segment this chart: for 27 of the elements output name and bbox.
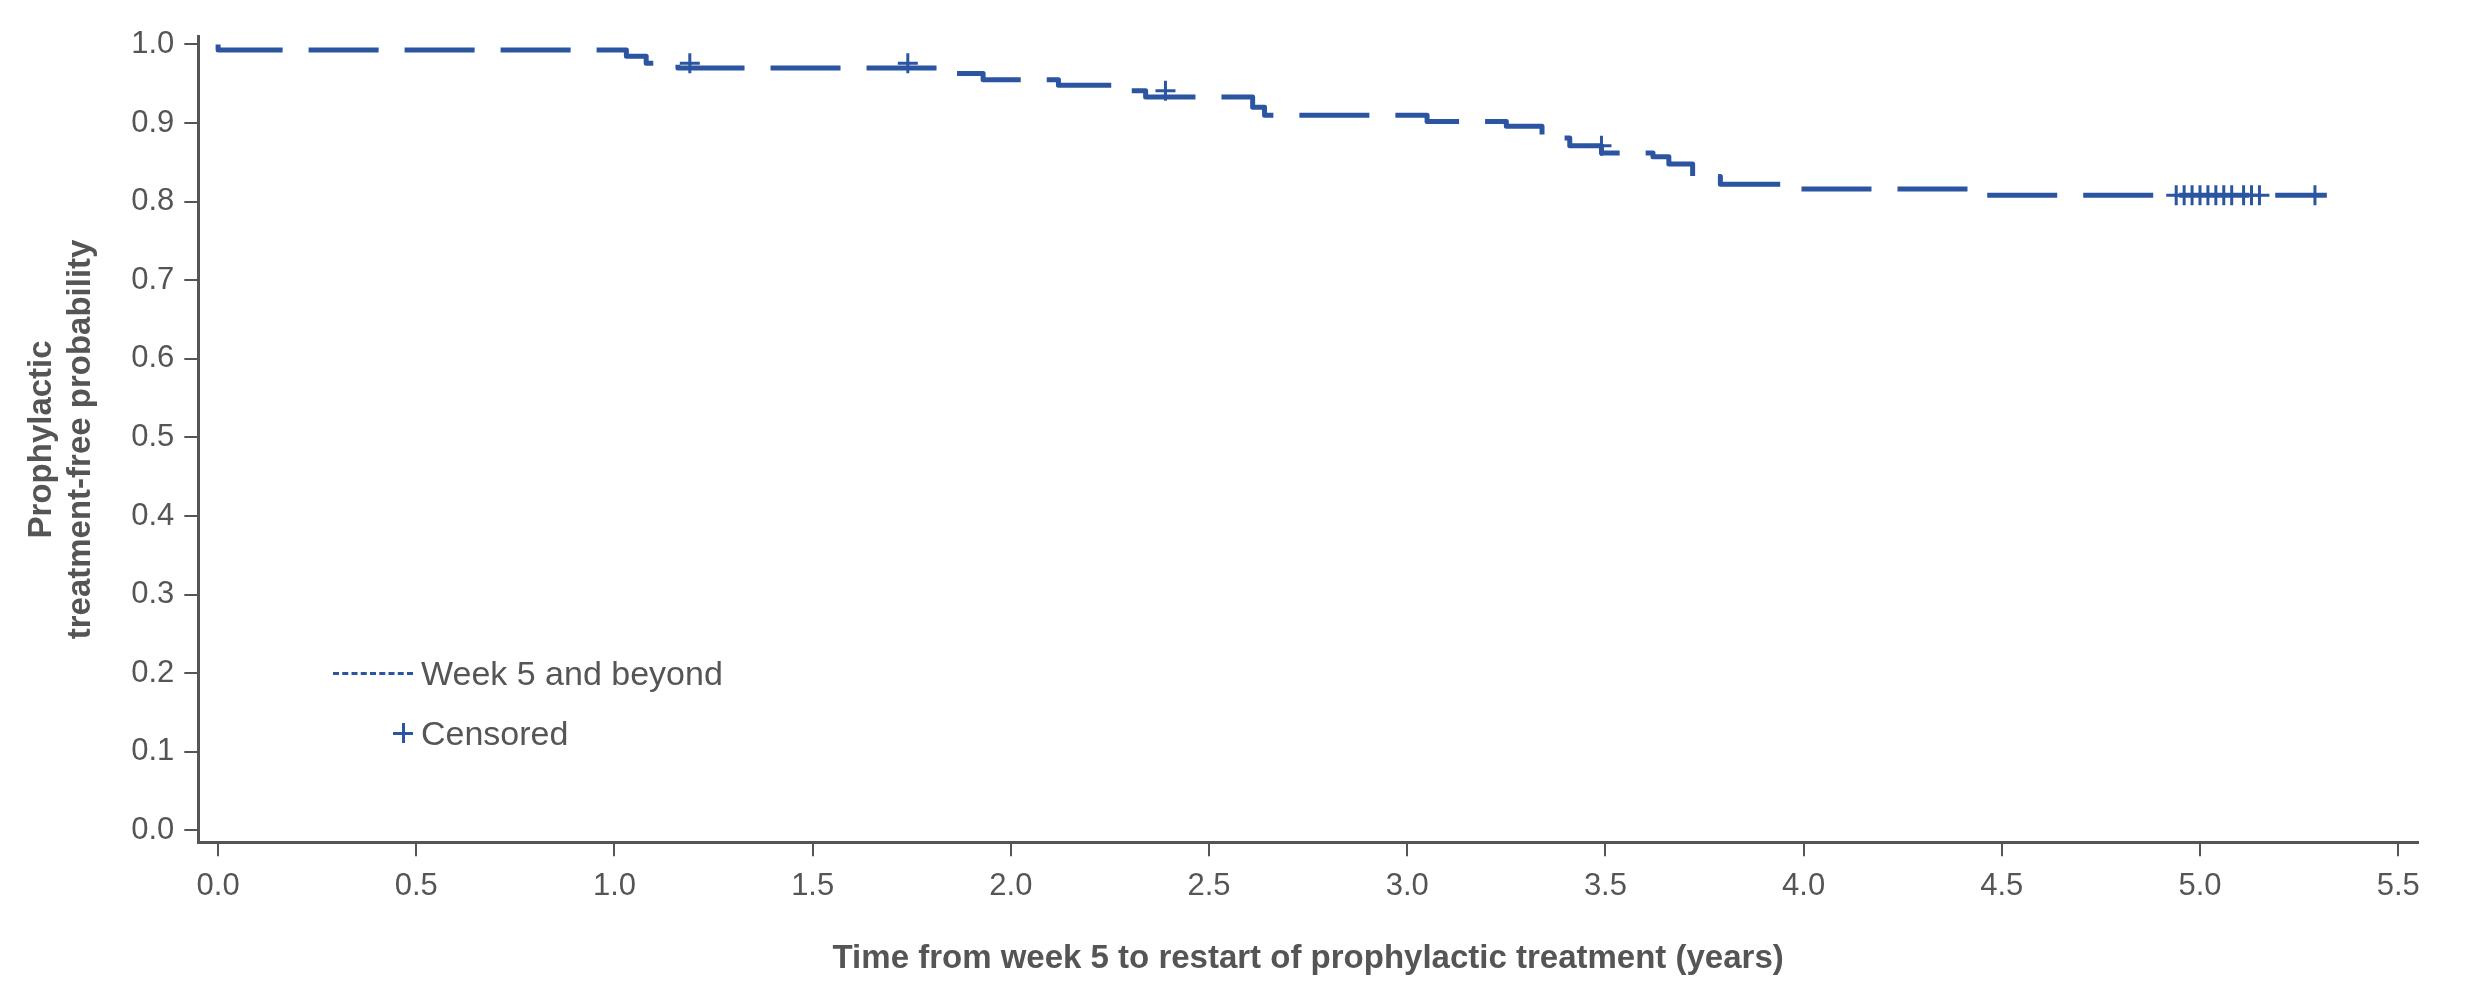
x-tick-label: 0.5: [394, 867, 438, 903]
y-tick-label: 1.0: [131, 25, 175, 61]
y-tick-label: 0.2: [131, 653, 175, 689]
x-tick-label: 2.0: [989, 867, 1033, 903]
y-tick-label: 0.6: [131, 339, 175, 375]
x-tick-label: 4.5: [1980, 867, 2024, 903]
y-axis-title: Prophylactic treatment-free probability: [20, 238, 98, 640]
x-axis-title: Time from week 5 to restart of prophylactic treatment (years): [832, 938, 1784, 976]
y-tick-label: 0.5: [131, 417, 175, 453]
y-tick-label: 0.7: [131, 260, 175, 296]
y-tick-label: 0.1: [131, 732, 175, 768]
x-tick-label: 5.5: [2376, 867, 2420, 903]
y-tick-label: 0.9: [131, 103, 175, 139]
legend-label: Week 5 and beyond: [421, 653, 723, 694]
x-tick-label: 5.0: [2178, 867, 2222, 903]
x-tick-label: 3.5: [1583, 867, 1627, 903]
x-tick-label: 4.0: [1782, 867, 1826, 903]
y-tick-label: 0.4: [131, 496, 175, 532]
x-tick-label: 1.0: [592, 867, 637, 903]
x-tick-label: 3.0: [1385, 867, 1429, 903]
x-tick-label: 0.0: [196, 867, 240, 903]
y-tick-label: 0.3: [131, 575, 175, 611]
x-tick-label: 1.5: [791, 867, 835, 903]
y-tick-label: 0.0: [131, 810, 175, 846]
legend-label: Censored: [421, 713, 569, 754]
x-tick-label: 2.5: [1187, 867, 1231, 903]
y-tick-label: 0.8: [131, 182, 175, 218]
